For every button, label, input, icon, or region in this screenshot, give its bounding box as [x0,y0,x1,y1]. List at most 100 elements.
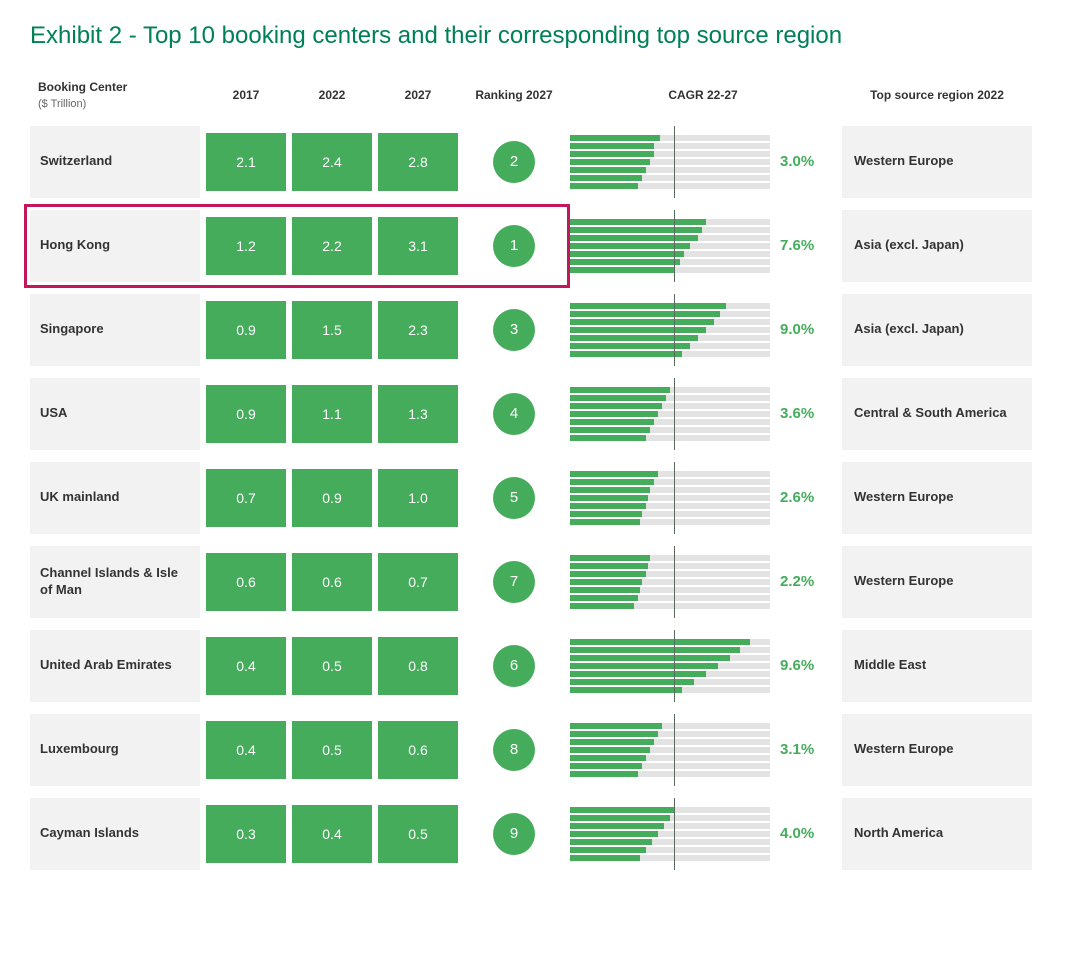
cagr-bar [570,579,770,585]
cagr-bar [570,755,770,761]
cagr-bars [570,546,770,618]
cagr-bar [570,847,770,853]
value-y2017: 0.4 [206,637,286,695]
cagr-bars [570,294,770,366]
cagr-bar [570,319,770,325]
cagr-bar [570,855,770,861]
cagr-bars [570,462,770,534]
center-name: USA [30,378,200,450]
cagr-bar [570,687,770,693]
cagr-bar [570,167,770,173]
value-y2017: 0.4 [206,721,286,779]
cagr-bar [570,807,770,813]
rank-circle: 5 [493,477,535,519]
cagr-bar [570,519,770,525]
cagr-bar [570,403,770,409]
rank-cell: 7 [464,546,564,618]
cagr-bar [570,251,770,257]
source-region: Asia (excl. Japan) [842,294,1032,366]
cagr-bars [570,210,770,282]
rank-cell: 2 [464,126,564,198]
cagr-reference-line [674,798,675,870]
value-y2017: 0.9 [206,301,286,359]
cagr-reference-line [674,714,675,786]
cagr-bar [570,343,770,349]
source-region: Middle East [842,630,1032,702]
cagr-bar [570,471,770,477]
col-2027: 2027 [378,84,458,108]
center-name: Singapore [30,294,200,366]
cagr-value: 7.6% [776,237,836,254]
value-y2022: 2.2 [292,217,372,275]
rank-circle: 4 [493,393,535,435]
value-y2017: 0.3 [206,805,286,863]
cagr-bar [570,143,770,149]
cagr-reference-line [674,378,675,450]
value-y2017: 1.2 [206,217,286,275]
cagr-bar [570,587,770,593]
cagr-reference-line [674,210,675,282]
table-row: Channel Islands & Isle of Man0.60.60.772… [30,546,1050,618]
cagr-value: 2.2% [776,573,836,590]
cagr-bar [570,267,770,273]
col-center: Booking Center($ Trillion) [30,76,200,115]
value-y2027: 0.7 [378,553,458,611]
cagr-bar [570,435,770,441]
cagr-bar [570,151,770,157]
cagr-bar [570,831,770,837]
cagr-reference-line [674,294,675,366]
cagr-value: 9.6% [776,657,836,674]
value-y2027: 2.3 [378,301,458,359]
rank-circle: 3 [493,309,535,351]
value-y2027: 0.6 [378,721,458,779]
table-row: United Arab Emirates0.40.50.869.6%Middle… [30,630,1050,702]
value-y2022: 0.5 [292,721,372,779]
cagr-bar [570,327,770,333]
cagr-bar [570,647,770,653]
cagr-bar [570,175,770,181]
table-row: USA0.91.11.343.6%Central & South America [30,378,1050,450]
cagr-bar [570,335,770,341]
rank-cell: 5 [464,462,564,534]
value-y2027: 3.1 [378,217,458,275]
source-region: Western Europe [842,126,1032,198]
cagr-bar [570,487,770,493]
cagr-bar [570,395,770,401]
source-region: North America [842,798,1032,870]
value-y2022: 2.4 [292,133,372,191]
cagr-bar [570,771,770,777]
cagr-bar [570,763,770,769]
cagr-bar [570,495,770,501]
cagr-value: 3.6% [776,405,836,422]
table-row: Hong Kong1.22.23.117.6%Asia (excl. Japan… [30,210,1050,282]
center-name: Hong Kong [30,210,200,282]
cagr-bar [570,351,770,357]
cagr-reference-line [674,126,675,198]
cagr-bar [570,503,770,509]
value-y2017: 0.7 [206,469,286,527]
table-body: Switzerland2.12.42.823.0%Western EuropeH… [30,126,1050,870]
cagr-value: 9.0% [776,321,836,338]
value-y2022: 1.5 [292,301,372,359]
value-y2022: 0.6 [292,553,372,611]
table-header: Booking Center($ Trillion) 2017 2022 202… [30,76,1050,115]
cagr-value: 2.6% [776,489,836,506]
cagr-value: 4.0% [776,825,836,842]
cagr-bar [570,219,770,225]
cagr-bar [570,679,770,685]
source-region: Western Europe [842,462,1032,534]
cagr-value: 3.1% [776,741,836,758]
cagr-bars [570,798,770,870]
rank-cell: 8 [464,714,564,786]
value-y2027: 2.8 [378,133,458,191]
cagr-bars [570,630,770,702]
cagr-bar [570,227,770,233]
cagr-bar [570,311,770,317]
cagr-bar [570,747,770,753]
rank-cell: 1 [464,210,564,282]
table-row: Cayman Islands0.30.40.594.0%North Americ… [30,798,1050,870]
cagr-bar [570,563,770,569]
value-y2027: 0.8 [378,637,458,695]
rank-cell: 4 [464,378,564,450]
cagr-bar [570,663,770,669]
